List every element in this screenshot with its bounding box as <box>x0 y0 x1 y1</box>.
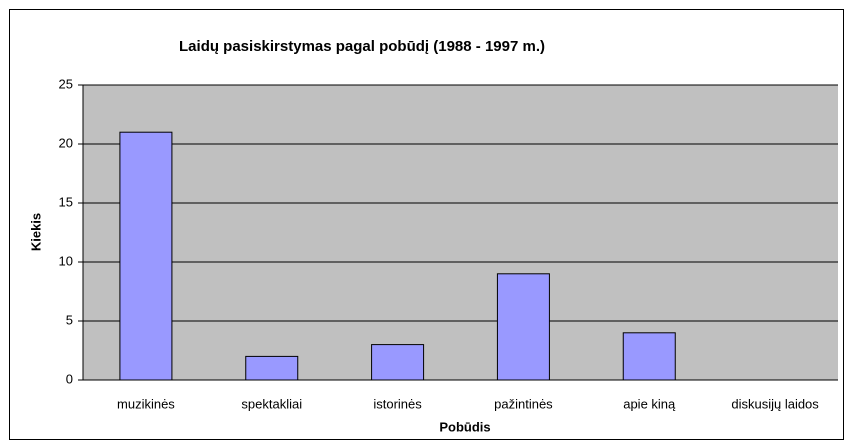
bar <box>119 131 173 381</box>
y-tick-label: 25 <box>59 76 73 91</box>
chart-title: Laidų pasiskirstymas pagal pobūdį (1988 … <box>179 38 545 55</box>
x-tick-label: apie kiną <box>623 396 676 411</box>
y-tick-label: 15 <box>59 194 73 209</box>
x-tick-label: istorinės <box>373 396 422 411</box>
x-axis-title: Pobūdis <box>439 419 490 434</box>
x-tick-label: muzikinės <box>117 396 175 411</box>
plot-area <box>83 85 838 380</box>
bar <box>496 273 550 381</box>
y-tick-label: 5 <box>66 312 73 327</box>
bar <box>245 355 299 381</box>
y-axis-title: Kiekis <box>28 213 43 251</box>
bar <box>371 344 425 381</box>
bar <box>622 332 676 381</box>
y-tick-label: 10 <box>59 253 73 268</box>
x-tick-label: pažintinės <box>494 396 553 411</box>
x-tick-label: spektakliai <box>241 396 302 411</box>
y-tick-label: 0 <box>66 371 73 386</box>
x-tick-label: diskusijų laidos <box>731 396 819 411</box>
y-tick-label: 20 <box>59 135 73 150</box>
